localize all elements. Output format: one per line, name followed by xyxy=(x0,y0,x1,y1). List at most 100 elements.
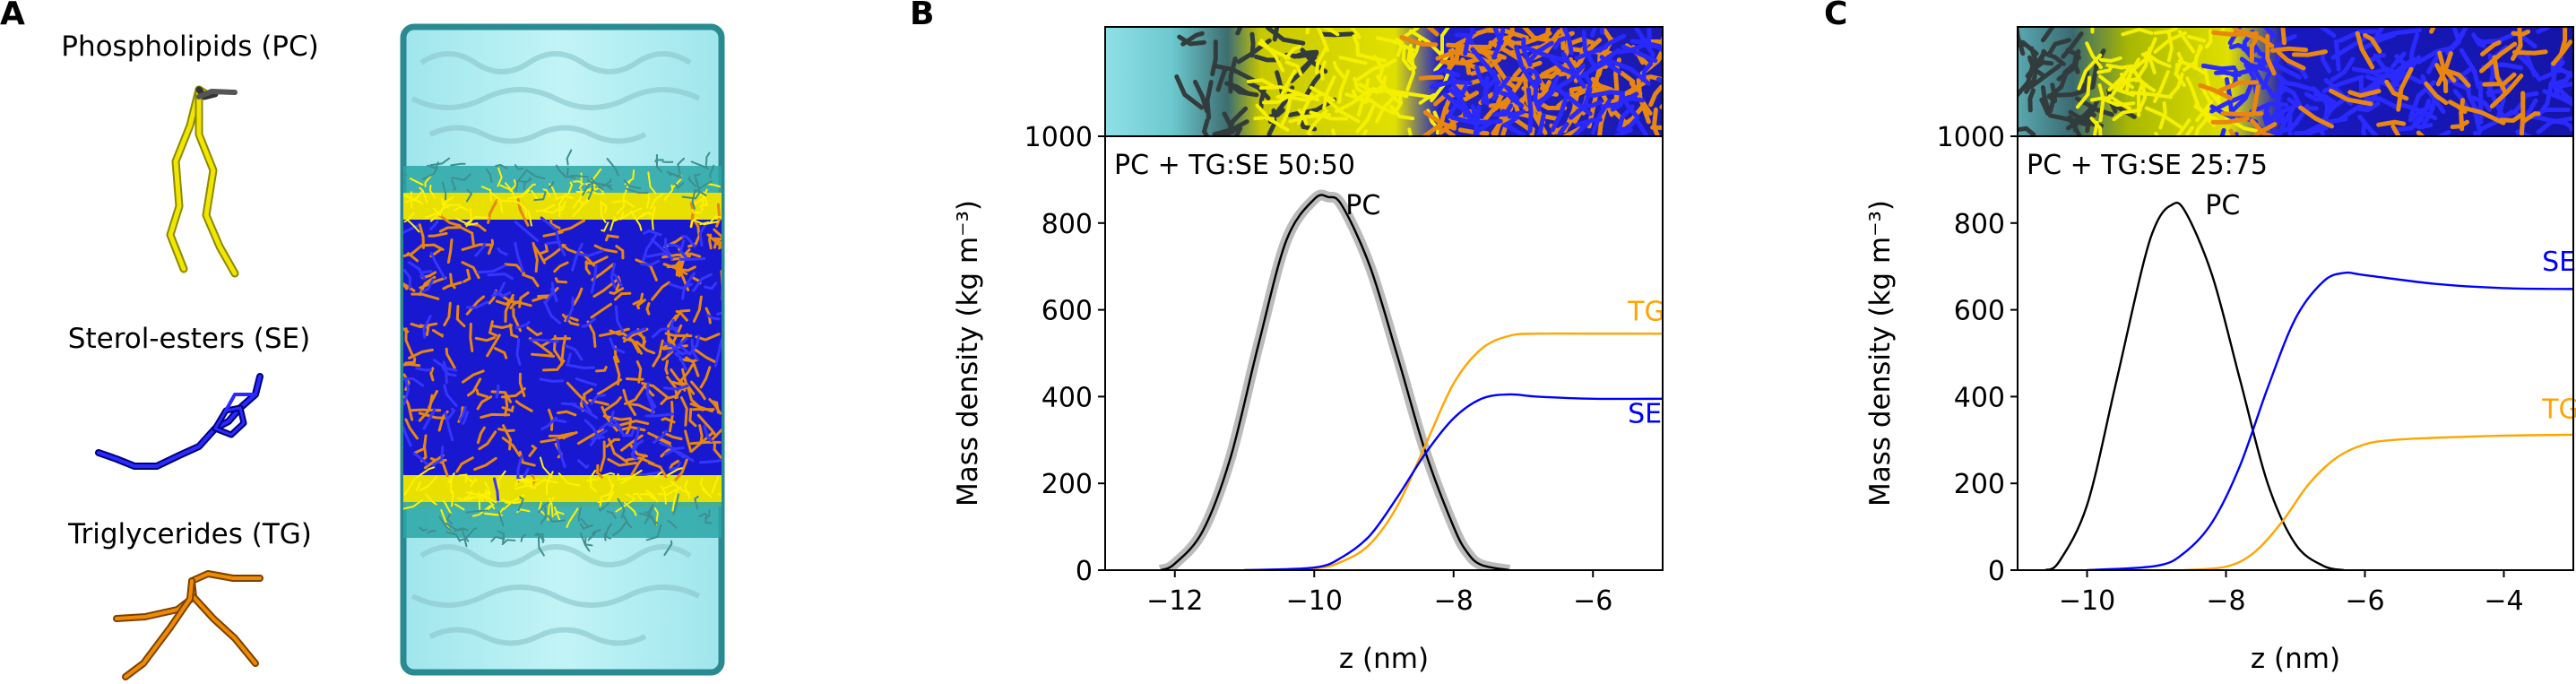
lipid-strand xyxy=(729,188,740,203)
lipid-strand xyxy=(1500,108,1520,118)
lipid-strand xyxy=(478,430,497,451)
lipid-strand xyxy=(668,282,694,290)
lipid-strand xyxy=(428,184,437,199)
lipid-strand xyxy=(436,212,462,228)
lipid-strand xyxy=(1253,54,1280,63)
lipid-strand xyxy=(690,380,706,401)
lipid-strand xyxy=(514,320,531,330)
lipid-strand xyxy=(2089,117,2103,136)
lipid-strand xyxy=(1355,102,1377,134)
lipid-strand xyxy=(415,466,436,479)
lipid-strand xyxy=(647,171,657,195)
lipid-strand xyxy=(1389,104,1415,121)
lipid-strand xyxy=(675,258,683,277)
lipid-strand xyxy=(642,233,658,262)
lipid-strand xyxy=(476,426,486,445)
lipid-strand xyxy=(1338,56,1368,65)
lipid-strand xyxy=(576,249,604,257)
lipid-strand xyxy=(698,424,704,444)
lipid-strand xyxy=(1659,102,1663,109)
lipid-strand xyxy=(640,259,661,267)
lipid-strand xyxy=(514,478,530,488)
lipid-strand xyxy=(475,388,488,399)
lipid-strand xyxy=(515,170,527,193)
lipid-strand xyxy=(406,194,421,203)
lipid-strand xyxy=(2249,101,2289,115)
lipid-strand xyxy=(415,367,432,372)
x-tick-label: −6 xyxy=(2345,585,2384,617)
lipid-strand xyxy=(2499,112,2524,123)
lipid-strand xyxy=(1534,113,1546,136)
lipid-strand xyxy=(2479,41,2518,74)
lipid-strand xyxy=(1527,40,1554,64)
lipid-strand xyxy=(538,502,549,514)
series-se-line xyxy=(1244,393,1663,570)
lipid-strand xyxy=(548,498,554,518)
lipid-strand xyxy=(1297,51,1319,74)
lipid-strand xyxy=(657,486,682,496)
lipid-strand xyxy=(2062,51,2079,75)
lipid-strand xyxy=(623,179,642,190)
lipid-strand xyxy=(526,326,543,337)
lipid-strand xyxy=(508,323,519,339)
lipid-strand xyxy=(497,247,508,256)
lipid-strand xyxy=(2424,81,2449,106)
lipid-strand xyxy=(596,378,623,395)
lipid-strand xyxy=(1560,126,1582,136)
lipid-strand xyxy=(586,188,605,195)
series-tg-line xyxy=(1244,332,1663,570)
lipid-strand xyxy=(2399,102,2438,121)
lipid-strand xyxy=(620,469,643,485)
lipid-strand xyxy=(644,506,653,515)
lipid-strand xyxy=(1372,55,1385,72)
panel-a-letter: A xyxy=(0,0,25,32)
lipid-strand xyxy=(1322,74,1336,110)
lipid-strand xyxy=(412,452,428,466)
lipid-strand xyxy=(1514,44,1537,88)
lipid-strand xyxy=(666,170,681,177)
x-tick-label: −8 xyxy=(2206,585,2245,617)
lipid-strand xyxy=(487,273,514,281)
lipid-strand xyxy=(529,338,559,343)
lipid-strand xyxy=(415,481,421,492)
lipid-strand xyxy=(391,459,394,472)
x-tick-label: −10 xyxy=(2059,585,2115,617)
lipid-strand xyxy=(566,507,579,528)
lipid-strand xyxy=(1535,74,1560,108)
lipid-strand xyxy=(1521,37,1533,67)
lipid-strand xyxy=(557,410,577,417)
lipid-strand xyxy=(403,173,408,185)
lipid-strand xyxy=(1588,48,1621,73)
lipid-strand xyxy=(644,489,659,503)
lipid-strand xyxy=(602,396,622,413)
lipid-strand xyxy=(601,472,616,477)
lipid-strand xyxy=(683,479,691,499)
chart-annotation: PC + TG:SE 50:50 xyxy=(1114,150,1355,181)
lipid-strand xyxy=(2249,35,2260,63)
lipid-strand xyxy=(2560,93,2573,103)
lipid-strand xyxy=(2075,104,2096,121)
lipid-strand xyxy=(593,244,618,254)
lipid-strand xyxy=(2029,46,2038,81)
lipid-strand xyxy=(553,506,561,522)
lipid-strand xyxy=(609,262,617,289)
lipid-strand xyxy=(566,296,575,322)
lipid-strand xyxy=(421,168,438,180)
lipid-strand xyxy=(687,386,705,411)
lipid-strand xyxy=(1616,41,1651,55)
lipid-strand xyxy=(2090,27,2095,34)
lipid-strand xyxy=(1174,74,1205,110)
lipid-strand xyxy=(2434,129,2451,136)
lipid-strand xyxy=(1192,79,1210,114)
lipid-strand xyxy=(2140,52,2157,74)
lipid-strand xyxy=(486,333,501,358)
lipid-strand xyxy=(632,292,644,306)
lipid-strand xyxy=(473,456,497,472)
lipid-strand xyxy=(2144,106,2183,129)
lipid-strand xyxy=(406,219,420,233)
lipid-strand xyxy=(2153,27,2179,35)
lipid-strand xyxy=(2112,108,2142,122)
lipid-strand xyxy=(441,195,454,205)
lipid-strand xyxy=(661,417,676,424)
lipid-strand xyxy=(501,539,516,546)
